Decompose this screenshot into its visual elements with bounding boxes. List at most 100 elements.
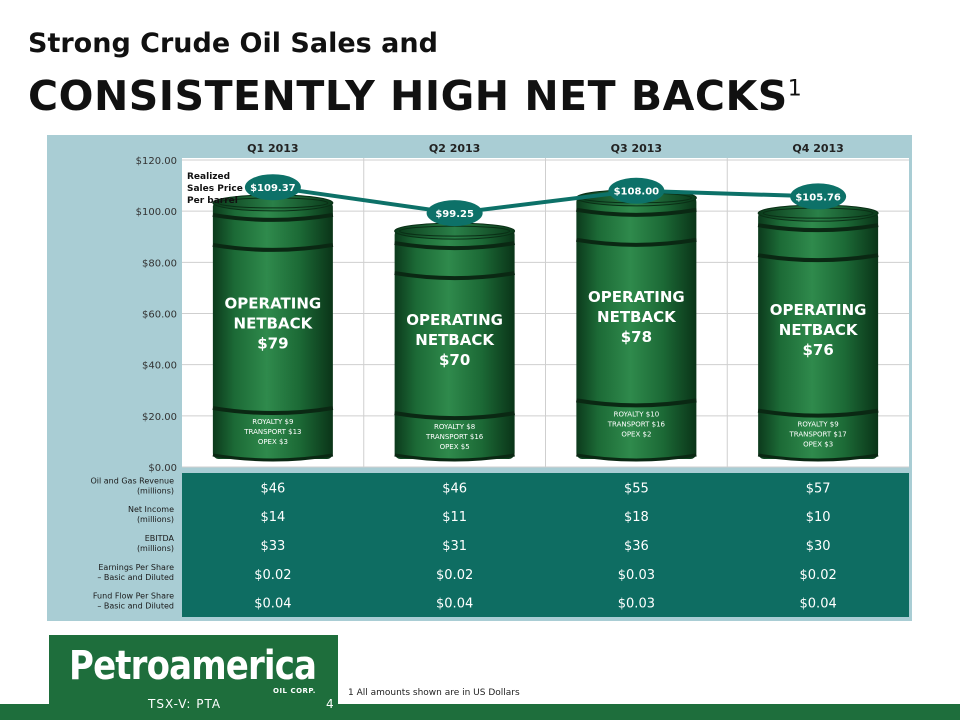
table-row-label: (millions) (137, 486, 174, 495)
table-cell-value: $36 (624, 539, 649, 554)
barrel-detail-line: ROYALTY $9 (798, 421, 839, 429)
barrel-title-line: $76 (802, 341, 833, 359)
price-data-label: $99.25 (435, 209, 474, 220)
barrel-body (576, 195, 697, 460)
price-data-label: $108.00 (614, 187, 660, 198)
financial-table-bg (182, 473, 909, 617)
barrel-detail-line: OPEX $3 (258, 438, 288, 446)
company-logo: Petroamerica OIL CORP. (49, 635, 338, 713)
series-legend-label: Sales Price (187, 184, 243, 194)
barrel-detail-line: TRANSPORT $17 (788, 431, 846, 439)
title-line-2: CONSISTENTLY HIGH NET BACKS1 (28, 72, 802, 120)
page-number: 4 (326, 697, 334, 711)
table-cell-value: $18 (624, 510, 649, 525)
title-line-1: Strong Crude Oil Sales and (28, 28, 438, 59)
title-footnote-marker: 1 (787, 76, 803, 102)
barrel-detail-line: OPEX $2 (621, 430, 651, 438)
barrel-detail-line: OPEX $5 (440, 443, 470, 451)
table-cell-value: $55 (624, 481, 649, 496)
barrel-detail-line: ROYALTY $10 (614, 410, 660, 418)
barrel-rib (757, 253, 879, 263)
barrel-rib (394, 271, 515, 281)
table-cell-value: $31 (442, 539, 467, 554)
logo-wordmark: Petroamerica (69, 643, 317, 689)
table-cell-value: $33 (260, 539, 285, 554)
series-legend-label: Realized (187, 172, 230, 182)
chart-panel: $120.00 $100.00 $80.00 $60.00 $40.00 $20.00 $0… (47, 135, 912, 621)
netback-barrel: OPERATING NETBACK $70 ROYALTY $8 TRANSPORT $… (394, 222, 516, 462)
table-cell-value: $0.02 (254, 568, 291, 583)
barrel-body (212, 200, 333, 459)
price-point (790, 183, 847, 210)
price-line (272, 185, 819, 216)
table-row-label: – Basic and Diluted (97, 573, 174, 582)
barrel-rib (576, 207, 697, 217)
netback-barrel: OPERATING NETBACK $78 ROYALTY $10 TRANSPORT … (575, 189, 697, 462)
table-cell-value: $0.03 (618, 597, 655, 612)
barrel-title-line: OPERATING (406, 311, 503, 329)
netback-barrel: OPERATING NETBACK $79 ROYALTY $9 TRANSPORT $… (212, 194, 334, 462)
price-data-label: $109.37 (250, 183, 296, 194)
y-tick-label: $80.00 (142, 258, 177, 269)
category-label: Q4 2013 (792, 142, 843, 155)
barrel-title-line: OPERATING (588, 288, 685, 306)
y-tick-label: $120.00 (136, 156, 177, 167)
table-cell-value: $46 (442, 481, 467, 496)
title-main: CONSISTENTLY HIGH NET BACKS (28, 72, 788, 120)
barrel-detail-line: OPEX $3 (803, 441, 833, 449)
barrel-detail-line: ROYALTY $9 (252, 418, 293, 426)
barrel-title-line: $78 (621, 328, 652, 346)
barrel-rib (576, 398, 697, 408)
price-point (426, 200, 483, 227)
price-point (244, 174, 301, 201)
table-row-label: – Basic and Diluted (97, 602, 174, 611)
y-tick-label: $20.00 (142, 412, 177, 423)
footer-bar (0, 704, 960, 720)
table-row-label: Oil and Gas Revenue (90, 476, 174, 485)
barrel-title-line: OPERATING (225, 294, 322, 312)
y-tick-label: $40.00 (142, 361, 177, 372)
barrel-base (394, 453, 515, 462)
category-label: Q2 2013 (429, 142, 480, 155)
y-tick-label: $60.00 (142, 310, 177, 321)
series-legend-label: Per barrel (187, 196, 238, 206)
y-tick-label: $100.00 (136, 207, 177, 218)
barrel-base (576, 453, 697, 462)
barrel-base (212, 453, 334, 462)
table-cell-value: $0.04 (254, 597, 291, 612)
table-cell-value: $57 (806, 481, 831, 496)
table-cell-value: $30 (806, 539, 831, 554)
barrel-rib (212, 242, 334, 252)
table-cell-value: $11 (442, 510, 467, 525)
barrel-rib (212, 212, 334, 222)
barrel-base (757, 453, 879, 462)
category-label: Q3 2013 (611, 142, 662, 155)
barrel-title-line: NETBACK (779, 321, 859, 339)
table-cell-value: $10 (806, 510, 831, 525)
table-row-label: (millions) (137, 515, 174, 524)
logo-subtext: OIL CORP. (273, 687, 316, 695)
footnote: 1 All amounts shown are in US Dollars (348, 688, 520, 698)
barrel-detail-line: TRANSPORT $16 (607, 420, 666, 428)
table-cell-value: $46 (260, 481, 285, 496)
category-label: Q1 2013 (247, 142, 298, 155)
barrel-detail-line: ROYALTY $8 (434, 423, 475, 431)
netback-barrel: OPERATING NETBACK $76 ROYALTY $9 TRANSPORT $… (757, 204, 879, 462)
table-row-label: Net Income (128, 505, 174, 514)
price-point (608, 177, 665, 204)
y-tick-label: $0.00 (148, 463, 177, 474)
barrel-title-line: NETBACK (234, 314, 314, 332)
table-row-label: (millions) (137, 544, 174, 553)
table-cell-value: $0.04 (800, 597, 837, 612)
table-cell-value: $0.02 (436, 568, 473, 583)
table-row-label: Earnings Per Share (98, 563, 174, 572)
barrel-title-line: NETBACK (597, 308, 677, 326)
ticker-symbol: TSX-V: PTA (148, 697, 222, 711)
barrel-title-line: NETBACK (415, 331, 495, 349)
barrel-title-line: OPERATING (770, 301, 867, 319)
table-cell-value: $0.04 (436, 597, 473, 612)
price-data-label: $105.76 (795, 192, 841, 203)
table-row-label: Fund Flow Per Share (93, 592, 174, 601)
table-cell-value: $0.03 (618, 568, 655, 583)
barrel-rib (757, 223, 879, 233)
